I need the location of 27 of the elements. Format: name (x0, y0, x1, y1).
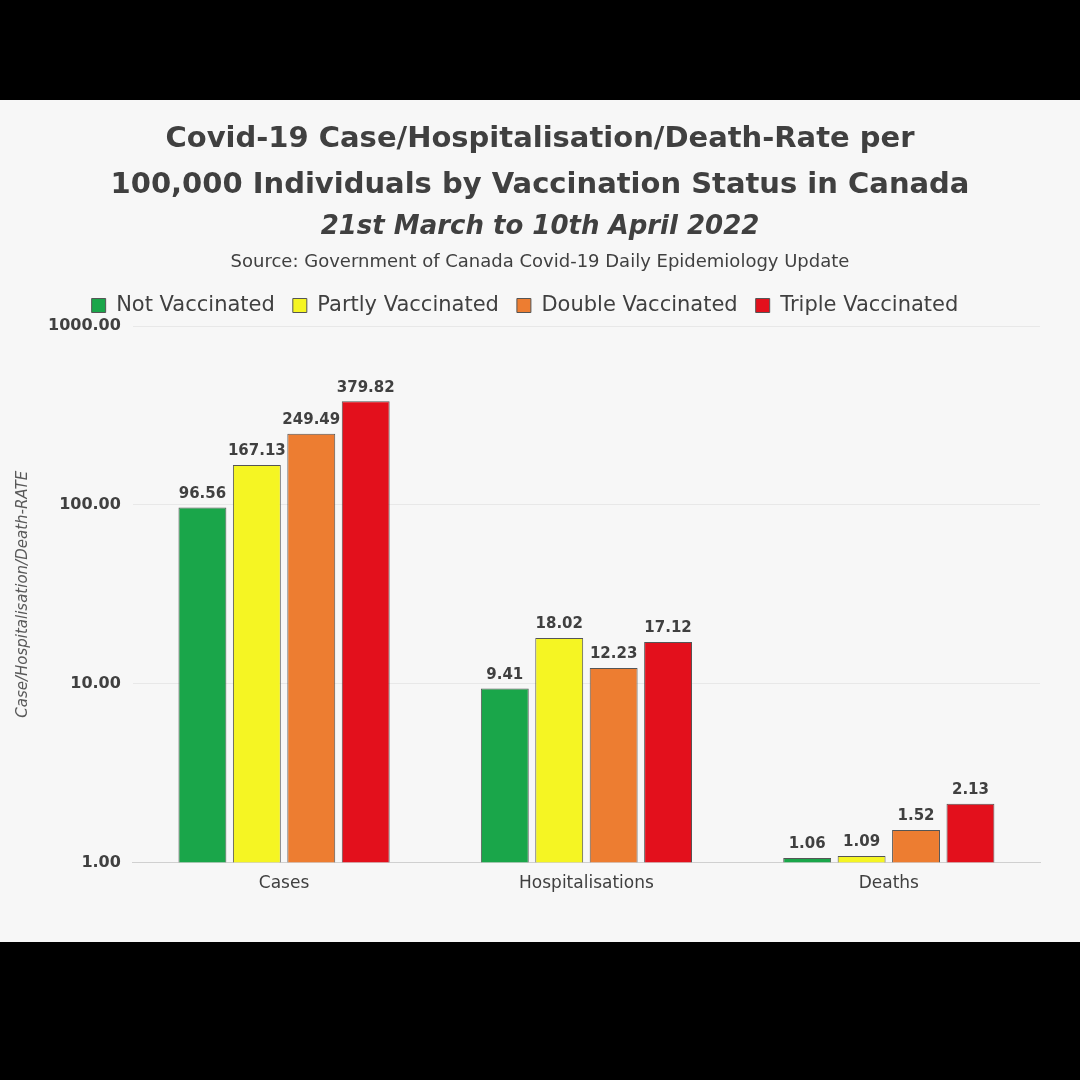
data-label: 1.52 (897, 806, 935, 825)
x-tick-label: Cases (258, 872, 310, 893)
legend-label: Double Vaccinated (541, 291, 738, 316)
y-tick-label: 100.00 (59, 494, 121, 514)
x-tick-label: Hospitalisations (519, 872, 654, 893)
chart-title: Covid-19 Case/Hospitalisation/Death-Rate per 100,000 Individuals by Vaccination Status in Canada (110, 119, 970, 202)
legend-label: Not Vaccinated (116, 291, 275, 316)
data-label: 17.12 (644, 618, 692, 637)
source-note: Source: Government of Canada Covid-19 Daily Epidemiology Update (229, 250, 851, 271)
x-tick-label: Deaths (858, 872, 920, 893)
data-label: 9.41 (486, 664, 524, 683)
chart-subtitle: 21st March to 10th April 2022 (319, 210, 761, 240)
data-label: 249.49 (282, 410, 341, 429)
data-label: 1.09 (843, 832, 881, 851)
y-tick-label: 10.00 (70, 672, 121, 692)
data-label: 1.06 (788, 834, 826, 853)
legend-label: Partly Vaccinated (317, 291, 499, 316)
data-label: 96.56 (178, 483, 227, 502)
data-label: 12.23 (589, 644, 638, 663)
data-label: 379.82 (336, 377, 395, 396)
data-label: 167.13 (227, 441, 286, 460)
y-tick-label: 1000.00 (48, 315, 121, 335)
legend-label: Triple Vaccinated (779, 291, 959, 316)
y-axis-title: Case/Hospitalisation/Death-RATE (12, 470, 31, 718)
y-tick-label: 1.00 (81, 851, 121, 871)
data-label: 2.13 (951, 780, 989, 799)
data-label: 18.02 (535, 614, 583, 633)
